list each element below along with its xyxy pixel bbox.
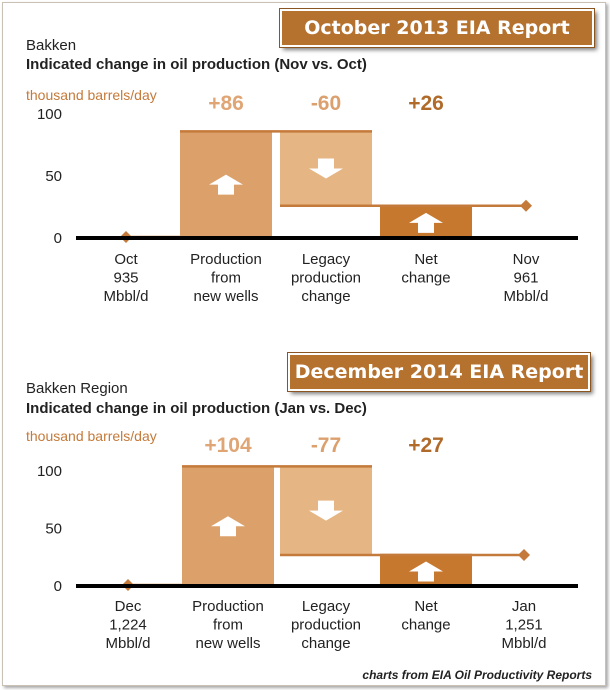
- value-label: +86: [208, 92, 244, 115]
- y-axis-label-2: thousand barrels/day: [26, 428, 157, 444]
- y-tick-label: 0: [54, 578, 62, 595]
- down-arrow-icon: [309, 158, 343, 179]
- category-label: change: [301, 635, 350, 652]
- category-label: from: [213, 617, 243, 634]
- category-label: Mbbl/d: [501, 635, 546, 652]
- category-label: change: [401, 617, 450, 634]
- value-label: -77: [311, 434, 341, 457]
- up-arrow-icon: [409, 212, 443, 233]
- category-label: Oct: [114, 251, 138, 268]
- source-credit: charts from EIA Oil Productivity Reports: [362, 668, 592, 682]
- category-label: change: [301, 288, 350, 305]
- y-axis-label-1: thousand barrels/day: [26, 87, 157, 103]
- category-label: Net: [414, 251, 438, 268]
- up-arrow-icon: [409, 561, 443, 582]
- category-label: 935: [113, 270, 138, 287]
- up-arrow-icon: [209, 174, 243, 195]
- report-banner-2: December 2014 EIA Report: [287, 352, 591, 392]
- value-label: +104: [204, 434, 252, 457]
- category-label: Dec: [115, 598, 142, 615]
- category-label: 1,251: [505, 617, 543, 634]
- y-tick-label: 50: [45, 521, 62, 538]
- category-label: Mbbl/d: [103, 288, 148, 305]
- category-label: production: [291, 270, 361, 287]
- y-tick-label: 100: [37, 463, 62, 480]
- category-label: change: [401, 270, 450, 287]
- chart-subtitle-1: Indicated change in oil production (Nov …: [26, 56, 367, 73]
- value-label: +27: [408, 434, 444, 457]
- category-label: Mbbl/d: [503, 288, 548, 305]
- category-label: production: [291, 617, 361, 634]
- category-label: 961: [513, 270, 538, 287]
- category-label: Legacy: [302, 251, 351, 268]
- end-marker: [518, 548, 530, 561]
- end-marker: [520, 199, 532, 212]
- category-label: 1,224: [109, 617, 147, 634]
- chart-title-1: Bakken: [26, 37, 77, 54]
- report-banner-1: October 2013 EIA Report: [279, 8, 595, 48]
- y-tick-label: 50: [45, 168, 62, 185]
- category-label: Mbbl/d: [105, 635, 150, 652]
- category-label: new wells: [193, 288, 258, 305]
- y-tick-label: 100: [37, 106, 62, 123]
- up-arrow-icon: [211, 516, 245, 537]
- category-label: Legacy: [302, 598, 351, 615]
- y-tick-label: 0: [54, 230, 62, 247]
- category-label: Nov: [513, 251, 540, 268]
- category-label: Production: [192, 598, 264, 615]
- down-arrow-icon: [309, 500, 343, 521]
- category-label: from: [211, 270, 241, 287]
- category-label: new wells: [195, 635, 260, 652]
- category-label: Jan: [512, 598, 536, 615]
- chart-subtitle-2: Indicated change in oil production (Jan …: [26, 400, 367, 417]
- category-label: Net: [414, 598, 438, 615]
- value-label: -60: [311, 92, 341, 115]
- chart-title-2: Bakken Region: [26, 380, 128, 397]
- value-label: +26: [408, 92, 444, 115]
- category-label: Production: [190, 251, 262, 268]
